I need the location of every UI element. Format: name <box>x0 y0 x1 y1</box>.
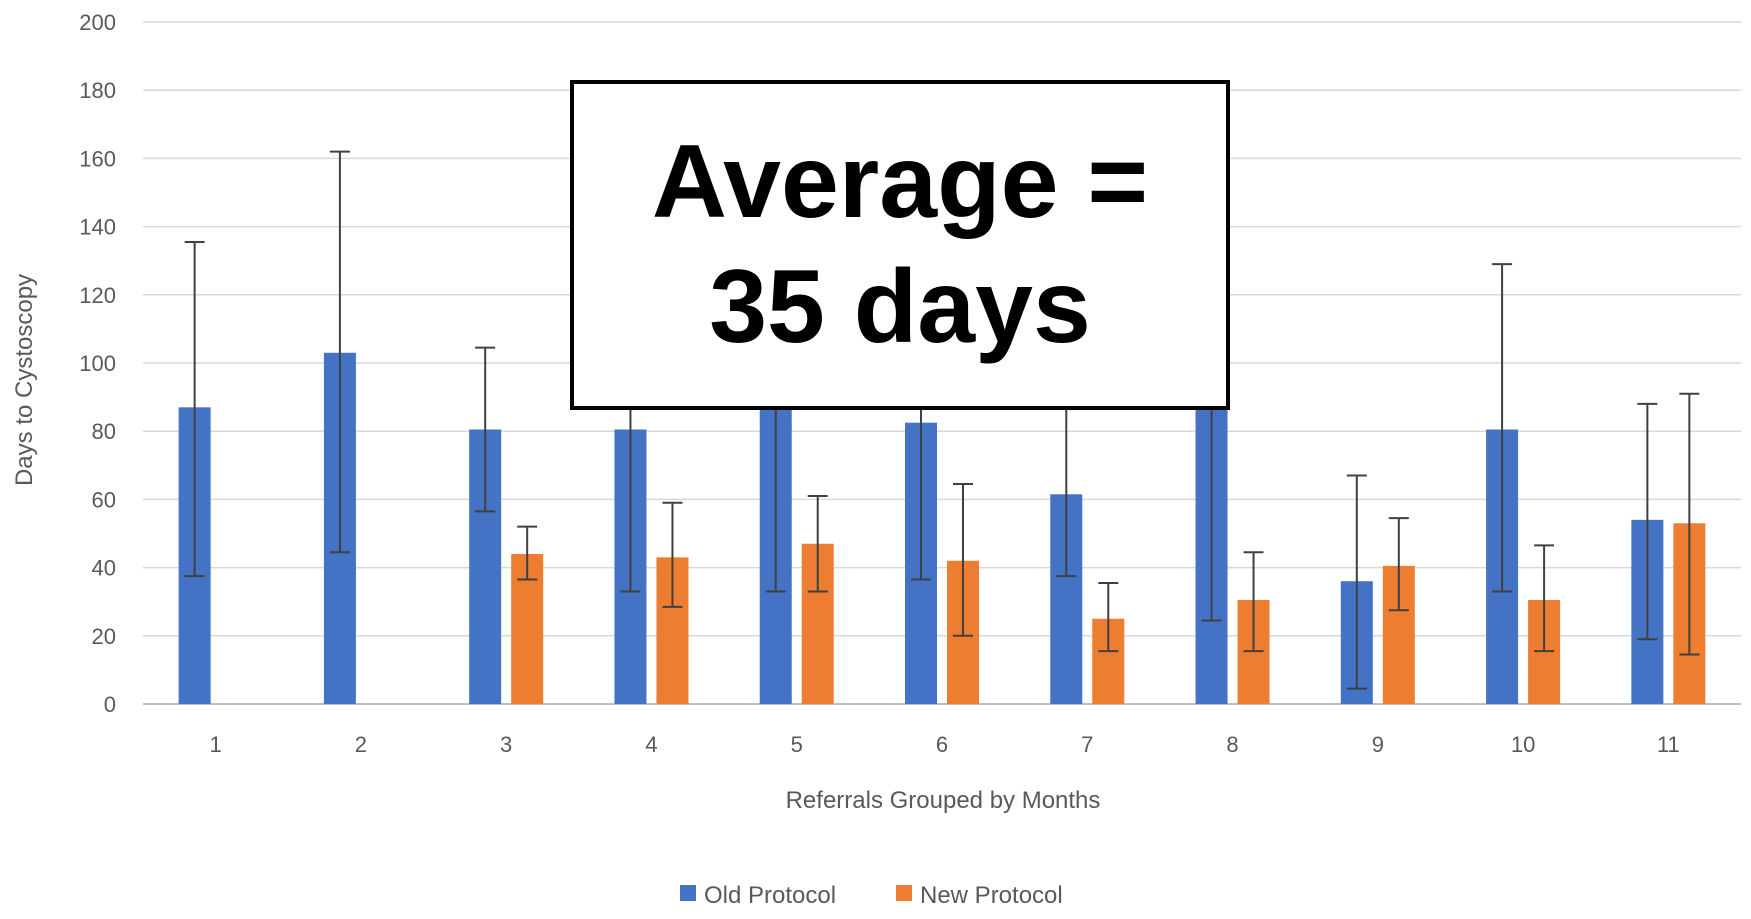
old-protocol-error-bar-11 <box>1637 402 1658 641</box>
x-tick-label: 3 <box>500 732 512 757</box>
average-callout: Average = 35 days <box>570 80 1230 410</box>
old-protocol-error-bar-1 <box>184 240 205 578</box>
new-protocol-error-bar-11 <box>1679 392 1700 656</box>
new-protocol-error-bar-3 <box>517 525 538 581</box>
x-axis-title: Referrals Grouped by Months <box>786 787 1101 814</box>
callout-line-1: Average = <box>651 124 1149 241</box>
error-bars <box>184 150 1700 690</box>
y-tick-label: 100 <box>79 351 116 376</box>
y-tick-label: 160 <box>79 146 116 171</box>
legend-label-new-protocol: New Protocol <box>920 882 1063 909</box>
y-tick-label: 80 <box>92 419 116 444</box>
legend-swatch-old-protocol <box>680 885 696 901</box>
old-protocol-error-bar-10 <box>1492 263 1513 593</box>
x-tick-label: 7 <box>1081 732 1093 757</box>
y-axis-title: Days to Cystoscopy <box>11 274 38 486</box>
y-axis-ticks: 0 20 40 60 80 100 120 140 160 180 200 <box>79 10 116 717</box>
x-tick-label: 10 <box>1511 732 1535 757</box>
legend-label-old-protocol: Old Protocol <box>704 882 836 909</box>
old-protocol-error-bar-9 <box>1346 474 1367 690</box>
x-tick-label: 2 <box>355 732 367 757</box>
y-tick-label: 120 <box>79 283 116 308</box>
x-tick-label: 1 <box>210 732 222 757</box>
x-tick-label: 4 <box>645 732 657 757</box>
new-protocol-error-bar-4 <box>662 501 683 608</box>
x-tick-label: 6 <box>936 732 948 757</box>
y-tick-label: 180 <box>79 78 116 103</box>
y-tick-label: 60 <box>92 487 116 512</box>
callout-line-2: 35 days <box>709 249 1091 365</box>
old-protocol-error-bar-2 <box>329 150 350 554</box>
new-protocol-error-bar-5 <box>807 494 828 593</box>
y-tick-label: 0 <box>104 692 116 717</box>
new-protocol-error-bar-6 <box>953 483 973 637</box>
legend: Old Protocol New Protocol <box>680 882 1063 909</box>
y-tick-label: 20 <box>92 624 116 649</box>
new-protocol-error-bar-9 <box>1388 517 1409 612</box>
y-tick-label: 200 <box>79 10 116 35</box>
new-protocol-error-bar-7 <box>1098 581 1119 653</box>
x-tick-label: 8 <box>1226 732 1238 757</box>
old-protocol-error-bar-3 <box>475 346 496 513</box>
new-protocol-error-bar-10 <box>1534 544 1555 653</box>
x-axis-ticks: 1 2 3 4 5 6 7 8 9 10 11 <box>210 732 1680 757</box>
x-tick-label: 9 <box>1372 732 1384 757</box>
x-tick-label: 11 <box>1657 732 1680 757</box>
legend-swatch-new-protocol <box>896 885 912 901</box>
y-tick-label: 40 <box>92 556 116 581</box>
x-tick-label: 5 <box>791 732 803 757</box>
y-tick-label: 140 <box>79 215 116 240</box>
new-protocol-error-bar-8 <box>1243 551 1264 653</box>
